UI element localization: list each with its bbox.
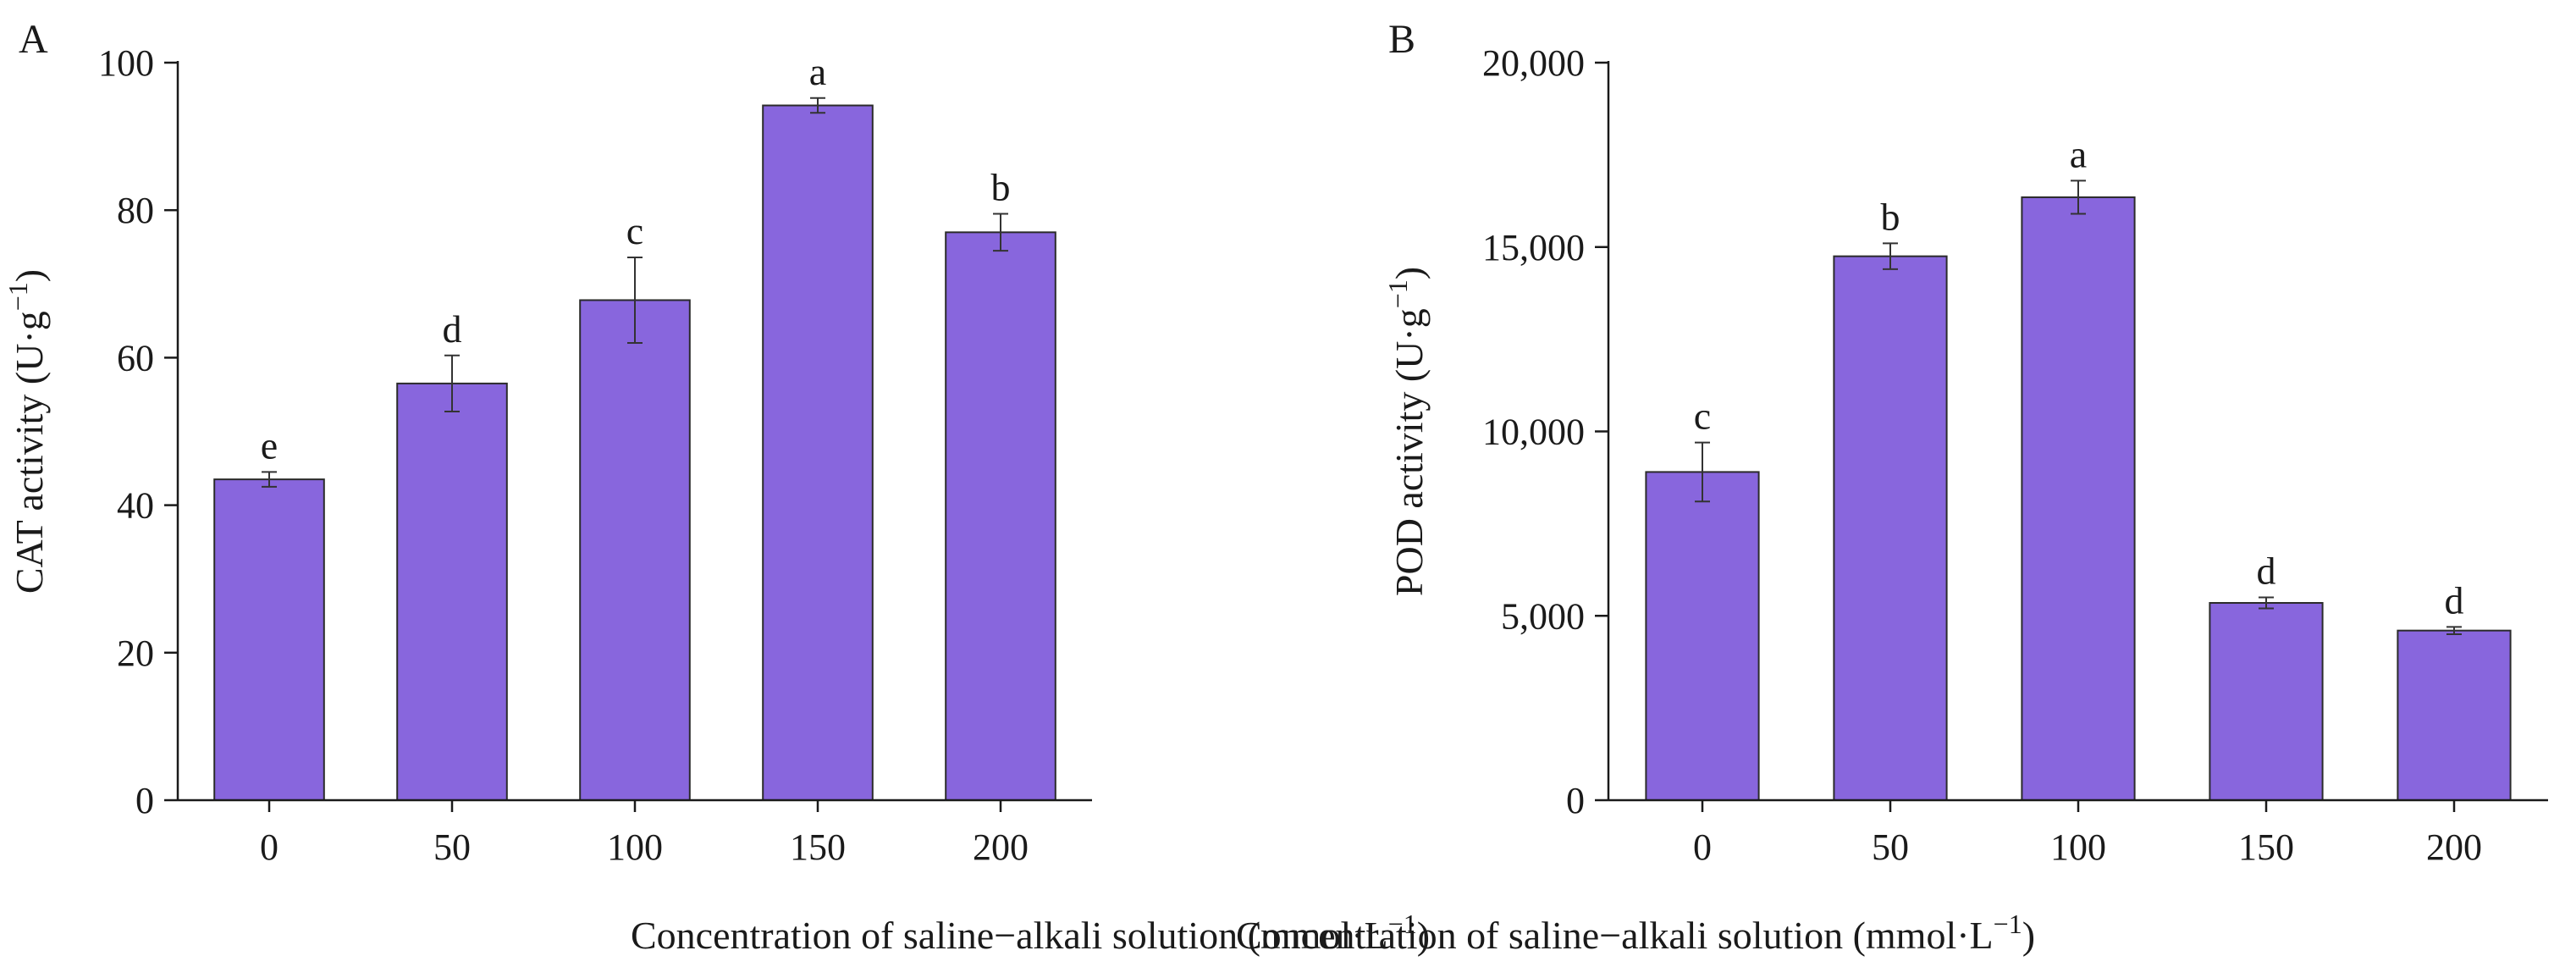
y-tick-label: 15,000 — [1482, 227, 1585, 268]
significance-letter: c — [626, 209, 643, 252]
x-tick-label: 50 — [433, 826, 471, 868]
panel-b: B 0 5,000 10,000 15,000 20,000 c 0 b 50 a 100 d 150 d 2… — [1236, 17, 2548, 957]
y-tick-label: 0 — [135, 780, 154, 821]
y-tick-label: 80 — [117, 190, 154, 231]
panel-a: A 0 20 40 60 80 100 e 0 d 50 c 100 a 150 b 200 Concentrat… — [3, 17, 1430, 957]
bar — [1645, 471, 1760, 802]
significance-letter: e — [261, 423, 278, 467]
significance-letter: b — [1881, 195, 1900, 238]
significance-letter: b — [991, 166, 1011, 209]
y-axis-title: CAT activity (U·g−1) — [3, 269, 51, 594]
significance-letter: a — [809, 50, 826, 93]
significance-letter: d — [2445, 578, 2464, 622]
x-tick-label: 200 — [2426, 826, 2482, 868]
bar — [1833, 255, 1948, 801]
significance-letter: d — [2257, 549, 2276, 592]
x-axis-title: Concentration of saline−alkali solution … — [631, 909, 1430, 957]
y-tick-label: 40 — [117, 485, 154, 527]
y-tick-label: 100 — [98, 42, 154, 84]
panel-label: B — [1388, 17, 1415, 62]
bar — [2397, 629, 2512, 801]
x-tick-label: 50 — [1872, 826, 1909, 868]
significance-letter: d — [443, 307, 462, 351]
bar — [762, 104, 874, 801]
panel-label: A — [19, 17, 48, 62]
bar — [2021, 196, 2136, 801]
y-axis-title: POD activity (U·g−1) — [1382, 267, 1431, 596]
x-tick-label: 0 — [260, 826, 279, 868]
y-tick-label: 60 — [117, 337, 154, 379]
x-tick-label: 100 — [607, 826, 663, 868]
significance-letter: a — [2070, 132, 2087, 175]
x-tick-label: 150 — [790, 826, 846, 868]
y-tick-label: 10,000 — [1482, 412, 1585, 453]
y-tick-label: 0 — [1566, 780, 1585, 821]
bar — [945, 231, 1056, 801]
bar — [2209, 602, 2324, 801]
y-tick-label: 20 — [117, 633, 154, 674]
x-tick-label: 100 — [2050, 826, 2106, 868]
bar — [213, 478, 325, 801]
x-tick-label: 0 — [1693, 826, 1712, 868]
x-axis-title: Concentration of saline−alkali solution … — [1236, 909, 2035, 957]
bar — [579, 299, 691, 802]
significance-letter: c — [1694, 395, 1711, 438]
y-tick-label: 5,000 — [1501, 595, 1585, 637]
bar — [396, 382, 508, 801]
x-tick-label: 200 — [973, 826, 1029, 868]
y-tick-label: 20,000 — [1482, 42, 1585, 84]
x-tick-label: 150 — [2238, 826, 2294, 868]
